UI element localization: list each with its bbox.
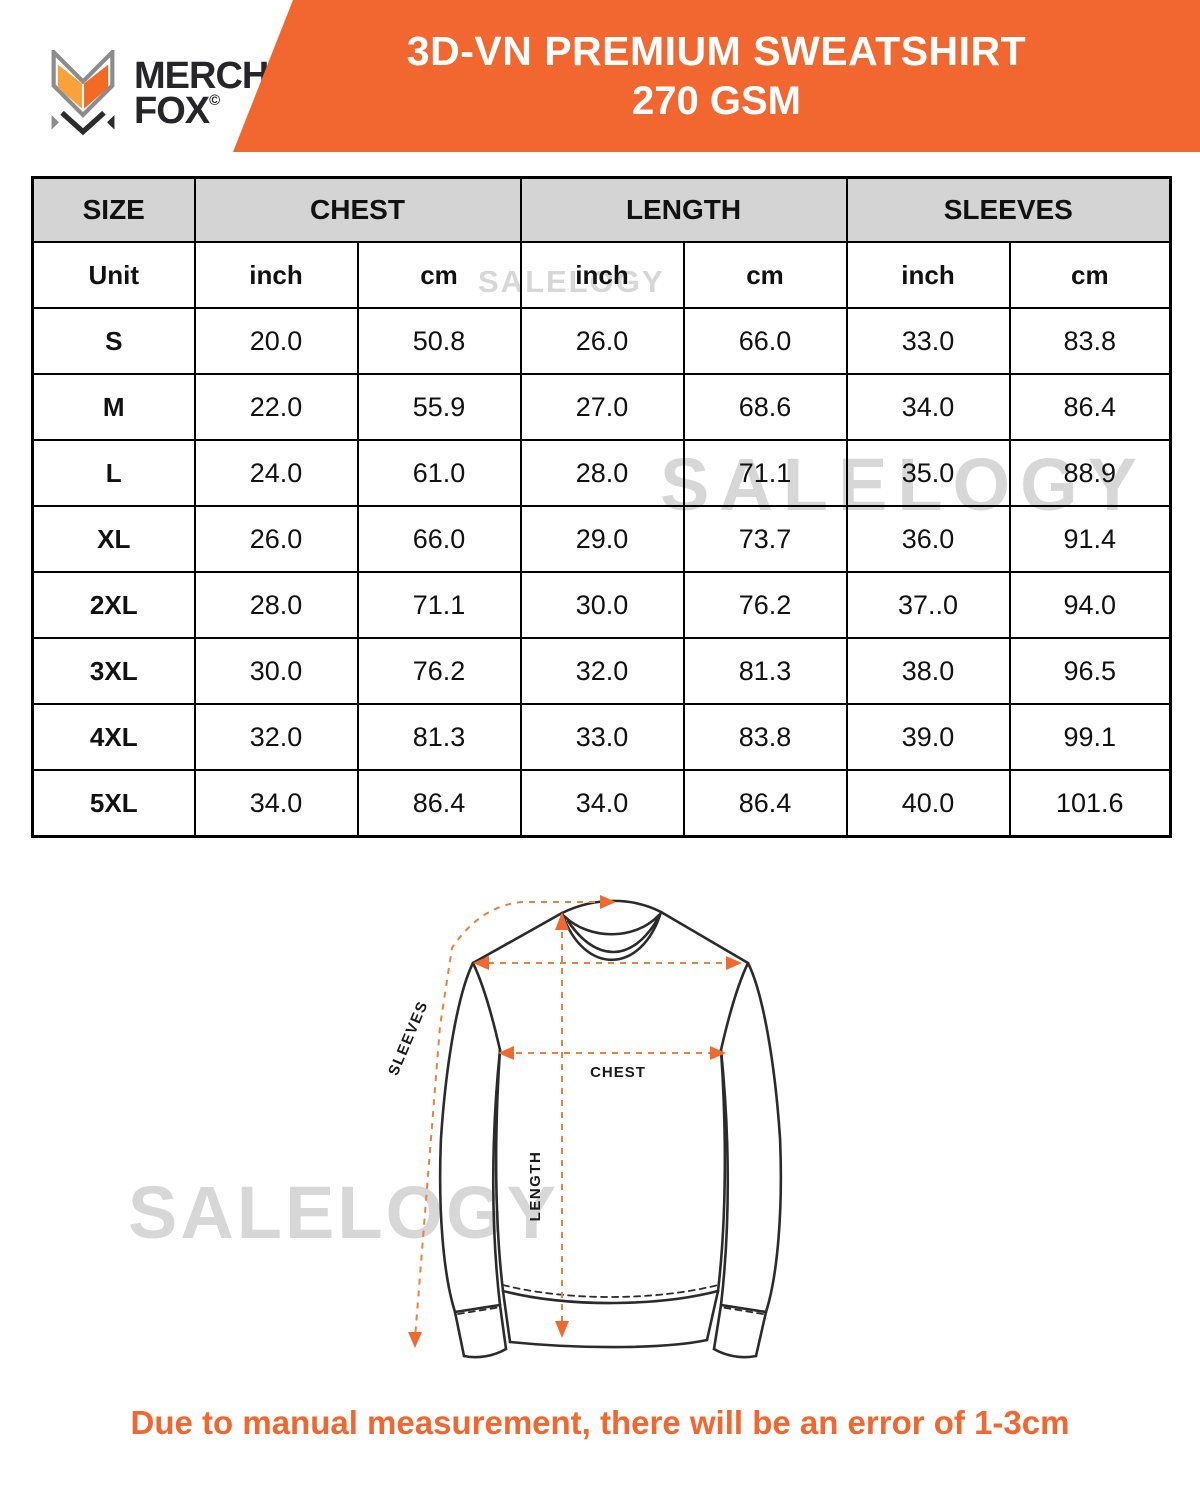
table-unit-row: Unit inch cm inch cm inch cm	[31, 241, 1172, 309]
value-cell: 73.7	[682, 505, 848, 573]
col-header-chest: CHEST	[193, 176, 522, 243]
length-label: LENGTH	[527, 1151, 544, 1222]
value-cell: 36.0	[845, 505, 1011, 573]
unit-length-cm: cm	[682, 241, 848, 309]
value-cell: 66.0	[682, 307, 848, 375]
size-cell: XL	[31, 505, 196, 573]
size-cell: 4XL	[31, 703, 196, 771]
value-cell: 30.0	[519, 571, 685, 639]
sleeves-measure-line	[414, 901, 607, 1339]
value-cell: 35.0	[845, 439, 1011, 507]
measurement-lines	[414, 901, 739, 1339]
value-cell: 71.1	[356, 571, 522, 639]
value-cell: 96.5	[1008, 637, 1172, 705]
unit-sleeves-cm: cm	[1008, 241, 1172, 309]
unit-label: Unit	[31, 241, 196, 309]
value-cell: 83.8	[682, 703, 848, 771]
size-cell: S	[31, 307, 196, 375]
measure-arrowheads	[408, 895, 742, 1348]
value-cell: 33.0	[845, 307, 1011, 375]
chest-label: CHEST	[590, 1064, 646, 1081]
value-cell: 81.3	[682, 637, 848, 705]
value-cell: 27.0	[519, 373, 685, 441]
value-cell: 66.0	[356, 505, 522, 573]
value-cell: 34.0	[193, 769, 359, 838]
value-cell: 86.4	[682, 769, 848, 838]
unit-length-inch: inch	[519, 241, 685, 309]
value-cell: 61.0	[356, 439, 522, 507]
product-title: 3D-VN PREMIUM SWEATSHIRT	[406, 28, 1027, 75]
value-cell: 32.0	[193, 703, 359, 771]
value-cell: 76.2	[356, 637, 522, 705]
unit-chest-cm: cm	[356, 241, 522, 309]
table-row-m: M 22.0 55.9 27.0 68.6 34.0 86.4	[31, 373, 1172, 441]
merchfox-logo-icon	[51, 50, 115, 136]
table-row-2xl: 2XL 28.0 71.1 30.0 76.2 37..0 94.0	[31, 571, 1172, 639]
table-row-5xl: 5XL 34.0 86.4 34.0 86.4 40.0 101.6	[31, 769, 1172, 838]
value-cell: 68.6	[682, 373, 848, 441]
table-row-4xl: 4XL 32.0 81.3 33.0 83.8 39.0 99.1	[31, 703, 1172, 771]
sleeves-label: SLEEVES	[385, 998, 432, 1078]
unit-sleeves-inch: inch	[845, 241, 1011, 309]
value-cell: 91.4	[1008, 505, 1172, 573]
col-header-length: LENGTH	[519, 176, 848, 243]
value-cell: 94.0	[1008, 571, 1172, 639]
size-cell: 2XL	[31, 571, 196, 639]
value-cell: 39.0	[845, 703, 1011, 771]
value-cell: 88.9	[1008, 439, 1172, 507]
value-cell: 26.0	[193, 505, 359, 573]
value-cell: 33.0	[519, 703, 685, 771]
value-cell: 34.0	[519, 769, 685, 838]
unit-chest-inch: inch	[193, 241, 359, 309]
table-row-3xl: 3XL 30.0 76.2 32.0 81.3 38.0 96.5	[31, 637, 1172, 705]
value-cell: 20.0	[193, 307, 359, 375]
size-cell: M	[31, 373, 196, 441]
col-header-size: SIZE	[31, 176, 196, 243]
table-row-s: S 20.0 50.8 26.0 66.0 33.0 83.8	[31, 307, 1172, 375]
value-cell: 32.0	[519, 637, 685, 705]
value-cell: 38.0	[845, 637, 1011, 705]
value-cell: 76.2	[682, 571, 848, 639]
measurement-disclaimer: Due to manual measurement, there will be…	[130, 1404, 1070, 1441]
merchfox-logo-text: MERCH FOX©	[134, 55, 269, 132]
table-row-l: L 24.0 61.0 28.0 71.1 35.0 88.9	[31, 439, 1172, 507]
table-group-header-row: SIZE CHEST LENGTH SLEEVES	[31, 176, 1172, 243]
value-cell: 37..0	[845, 571, 1011, 639]
size-chart-table: SIZE CHEST LENGTH SLEEVES Unit inch cm i…	[31, 176, 1173, 838]
title-banner: 3D-VN PREMIUM SWEATSHIRT 270 GSM	[233, 0, 1200, 152]
value-cell: 83.8	[1008, 307, 1172, 375]
value-cell: 86.4	[1008, 373, 1172, 441]
copyright-mark: ©	[209, 92, 221, 109]
table-row-xl: XL 26.0 66.0 29.0 73.7 36.0 91.4	[31, 505, 1172, 573]
value-cell: 40.0	[845, 769, 1011, 838]
size-cell: 3XL	[31, 637, 196, 705]
value-cell: 81.3	[356, 703, 522, 771]
value-cell: 29.0	[519, 505, 685, 573]
value-cell: 34.0	[845, 373, 1011, 441]
value-cell: 71.1	[682, 439, 848, 507]
logo-word-merch: MERCH	[134, 55, 269, 98]
value-cell: 30.0	[193, 637, 359, 705]
value-cell: 55.9	[356, 373, 522, 441]
sweatshirt-measurement-diagram: SLEEVES CHEST LENGTH	[385, 895, 783, 1359]
merchfox-logo: MERCH FOX©	[46, 50, 269, 138]
value-cell: 28.0	[519, 439, 685, 507]
value-cell: 24.0	[193, 439, 359, 507]
value-cell: 26.0	[519, 307, 685, 375]
value-cell: 101.6	[1008, 769, 1172, 838]
product-weight: 270 GSM	[632, 78, 801, 123]
size-cell: L	[31, 439, 196, 507]
value-cell: 86.4	[356, 769, 522, 838]
value-cell: 22.0	[193, 373, 359, 441]
logo-word-fox: FOX©	[134, 90, 221, 132]
size-cell: 5XL	[31, 769, 196, 838]
value-cell: 99.1	[1008, 703, 1172, 771]
col-header-sleeves: SLEEVES	[845, 176, 1172, 243]
sweatshirt-outline	[438, 899, 783, 1359]
value-cell: 28.0	[193, 571, 359, 639]
value-cell: 50.8	[356, 307, 522, 375]
